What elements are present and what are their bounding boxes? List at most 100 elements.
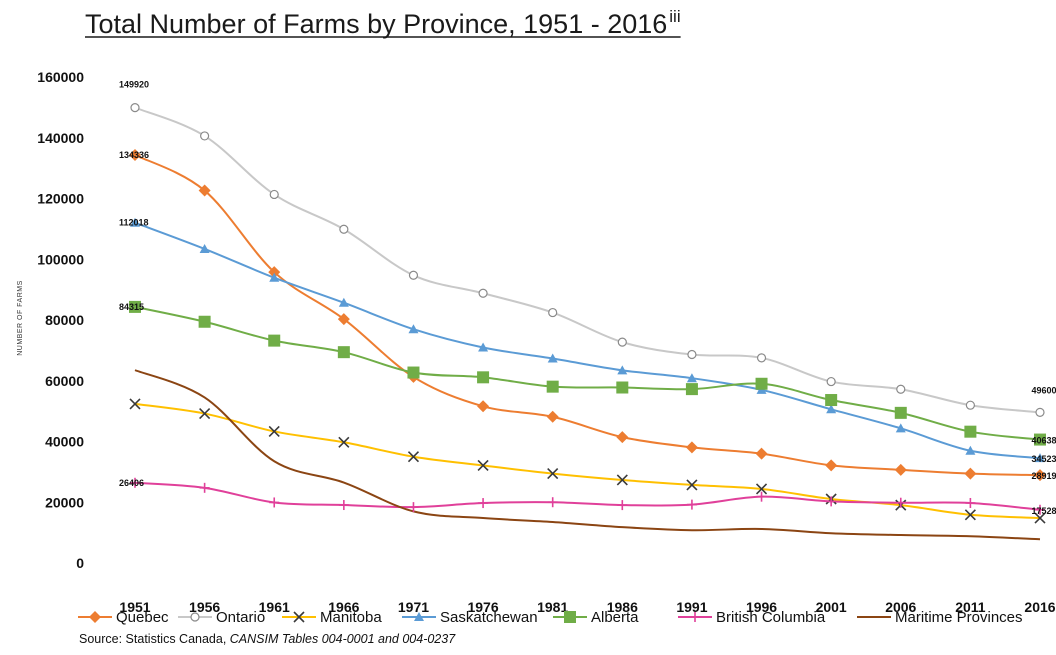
legend-label: Quebec — [116, 609, 169, 626]
source-note: Source: Statistics Canada, CANSIM Tables… — [79, 632, 455, 646]
series-lines — [134, 106, 1041, 541]
y-axis-ticks: 0 20000 40000 60000 80000 100000 120000 140000 1… — [37, 69, 84, 571]
data-point-quebec — [337, 313, 350, 326]
x-tick-label: 1951 — [119, 599, 150, 615]
x-tick-label: 2001 — [816, 599, 847, 615]
data-point-saskatchewan — [1035, 453, 1045, 463]
data-point-quebec — [964, 467, 977, 480]
data-point-saskatchewan — [826, 404, 837, 414]
y-tick-label: 0 — [76, 555, 84, 571]
legend-marker — [190, 612, 200, 622]
data-point-saskatchewan — [547, 353, 558, 363]
data-point-ontario — [200, 131, 210, 141]
data-point-ontario — [130, 103, 140, 113]
data-point-alberta — [616, 381, 629, 394]
data-label: 17528 — [1031, 506, 1056, 516]
data-point-ontario — [826, 376, 836, 387]
y-tick-label: 40000 — [45, 434, 84, 450]
data-point-ontario — [408, 270, 419, 280]
data-point-ontario — [269, 189, 279, 200]
data-point-british-columbia — [1035, 504, 1045, 515]
data-point-saskatchewan — [617, 365, 628, 375]
data-point-saskatchewan — [130, 217, 140, 227]
data-point-quebec — [129, 148, 141, 161]
data-point-british-columbia — [478, 498, 489, 509]
data-point-alberta — [894, 406, 907, 419]
data-label: 112018 — [119, 218, 149, 228]
x-tick-label: 1966 — [328, 599, 359, 615]
data-point-alberta — [685, 383, 698, 396]
legend-label: Saskatchewan — [440, 609, 538, 626]
data-point-quebec — [825, 459, 838, 472]
series-line-manitoba — [134, 402, 1041, 520]
legend-label: British Columbia — [716, 609, 826, 626]
data-point-ontario — [548, 307, 558, 318]
data-label: 134336 — [119, 150, 149, 160]
series-line-saskatchewan — [134, 221, 1041, 460]
data-point-saskatchewan — [686, 373, 697, 383]
legend-marker — [690, 612, 700, 622]
data-point-british-columbia — [338, 500, 349, 511]
legend-item-british-columbia: British Columbia — [678, 609, 826, 626]
data-point-alberta — [268, 334, 281, 347]
data-point-quebec — [685, 441, 698, 454]
series-line-maritime-provinces — [134, 369, 1041, 541]
y-tick-label: 160000 — [37, 69, 84, 85]
data-point-saskatchewan — [408, 324, 419, 334]
data-label: 26406 — [119, 478, 144, 488]
x-tick-label: 1956 — [189, 599, 220, 615]
data-point-british-columbia — [965, 497, 976, 508]
data-point-ontario — [756, 353, 767, 363]
series-markers — [129, 103, 1046, 524]
data-point-saskatchewan — [478, 342, 489, 352]
data-point-alberta — [1034, 433, 1046, 446]
x-tick-label: 1961 — [259, 599, 290, 615]
data-point-manitoba — [755, 483, 768, 495]
data-point-saskatchewan — [199, 243, 210, 253]
x-axis-ticks: 1951 1956 1961 1966 1971 1976 1981 1986 1991 1996… — [119, 599, 1055, 615]
data-label: 28919 — [1031, 471, 1056, 481]
data-point-saskatchewan — [895, 423, 906, 433]
data-point-british-columbia — [547, 497, 558, 508]
data-point-british-columbia — [199, 482, 210, 493]
data-point-british-columbia — [617, 500, 628, 511]
x-tick-label: 1996 — [746, 599, 777, 615]
data-point-alberta — [477, 371, 490, 384]
data-point-ontario — [617, 337, 627, 347]
series-line-british-columbia — [134, 481, 1041, 511]
x-tick-label: 2006 — [885, 599, 916, 615]
y-tick-label: 140000 — [37, 130, 84, 146]
legend-item-quebec: Quebec — [78, 609, 169, 626]
source-tables: CANSIM Tables 004-0001 and 004-0237 — [229, 632, 456, 646]
data-point-manitoba — [268, 425, 280, 438]
data-label: 49600 — [1031, 385, 1056, 395]
data-point-alberta — [546, 380, 559, 393]
legend-marker — [564, 611, 576, 623]
data-point-alberta — [129, 300, 141, 313]
data-point-manitoba — [477, 459, 489, 472]
data-point-british-columbia — [826, 496, 837, 507]
chart-title-text: Total Number of Farms by Province, 1951 … — [85, 9, 667, 39]
x-tick-label: 2016 — [1024, 599, 1055, 615]
data-point-manitoba — [407, 451, 420, 463]
legend-marker — [414, 612, 424, 621]
data-point-ontario — [339, 224, 349, 234]
y-tick-label: 100000 — [37, 251, 84, 267]
legend-item-maritime-provinces: Maritime Provinces — [857, 609, 1023, 626]
data-point-alberta — [755, 377, 768, 390]
data-point-alberta — [337, 346, 350, 359]
data-point-british-columbia — [895, 497, 906, 508]
data-point-british-columbia — [756, 491, 767, 502]
data-labels: 149920 134336 112018 84315 26406 49600 40638 34… — [119, 80, 1056, 516]
data-point-ontario — [896, 384, 906, 394]
legend-item-saskatchewan: Saskatchewan — [402, 609, 538, 626]
legend-item-manitoba: Manitoba — [282, 609, 382, 626]
y-axis-label: NUMBER OF FARMS — [17, 280, 24, 356]
data-point-ontario — [1035, 407, 1045, 417]
data-label: 84315 — [119, 302, 144, 312]
data-point-quebec — [755, 447, 768, 460]
data-point-quebec — [1034, 469, 1046, 482]
data-point-saskatchewan — [269, 272, 280, 282]
legend-label: Ontario — [216, 609, 265, 626]
